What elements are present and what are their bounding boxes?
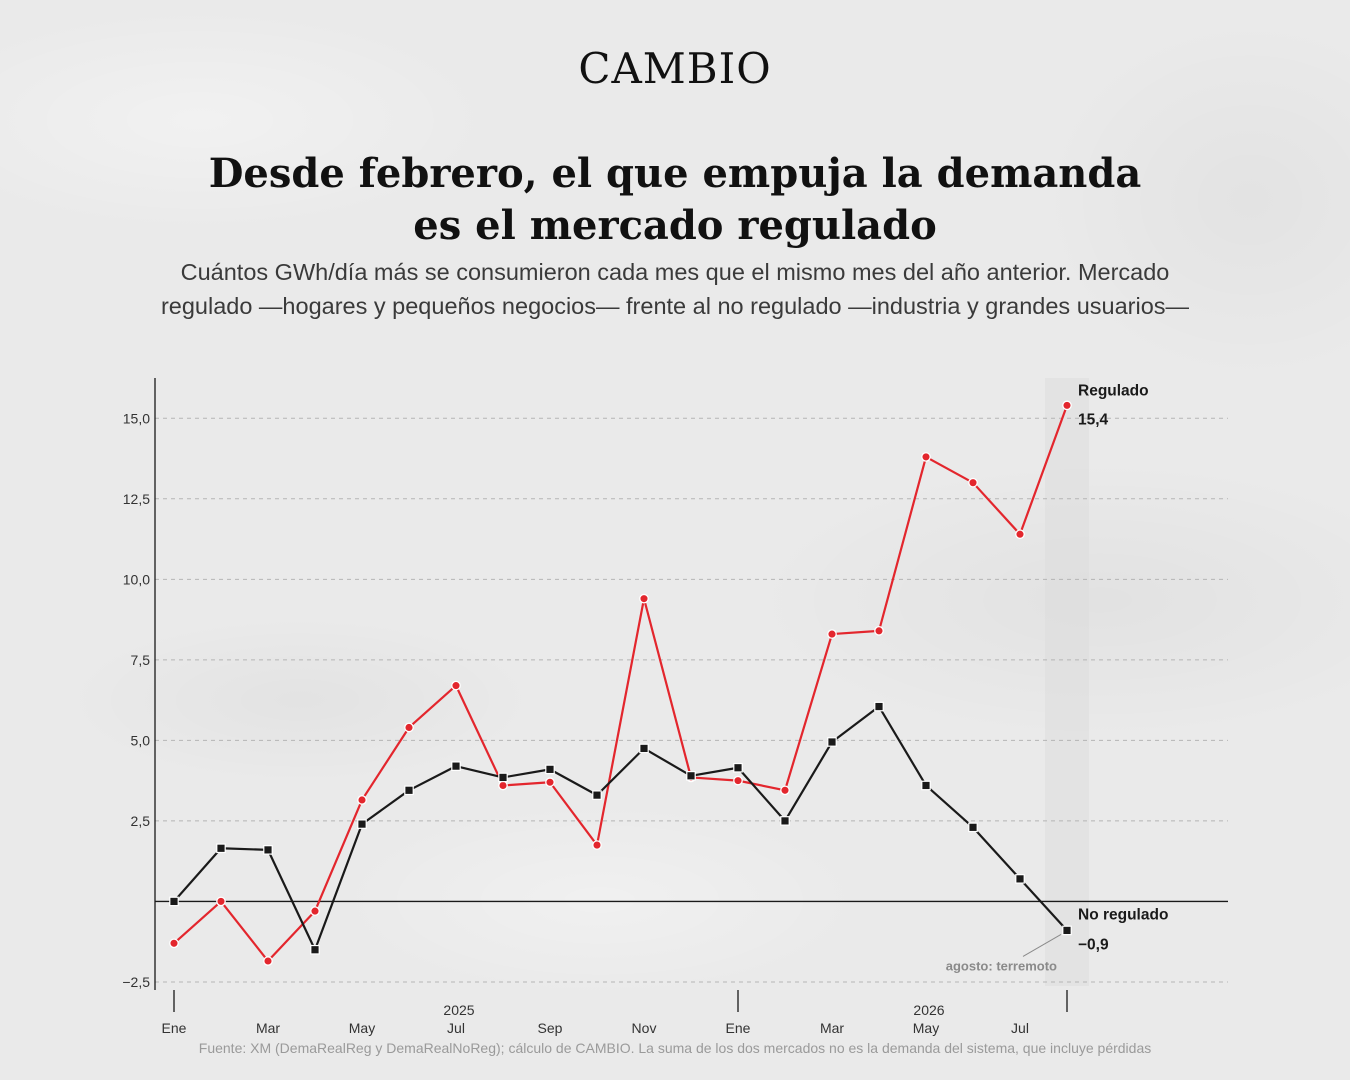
point-no-regulado — [733, 762, 743, 773]
point-regulado — [498, 780, 508, 791]
source-note: Fuente: XM (DemaRealReg y DemaRealNoReg)… — [198, 1040, 1152, 1056]
point-regulado — [1062, 400, 1072, 411]
point-no-regulado — [921, 780, 931, 791]
point-no-regulado — [169, 896, 179, 907]
point-regulado — [404, 722, 414, 733]
point-no-regulado — [451, 761, 461, 771]
chart-title-line2: es el mercado regulado — [413, 202, 937, 249]
x-tick-label: Ene — [162, 1020, 187, 1036]
point-regulado — [169, 938, 179, 949]
x-year-label: 2025 — [443, 1002, 474, 1018]
y-tick-label: 15,0 — [123, 410, 150, 426]
x-year-label: 2026 — [913, 1002, 944, 1018]
point-regulado — [216, 896, 226, 907]
grid-lines: −2,5 2,5 5,0 7,5 10,0 12,5 15,0 — [122, 410, 1228, 990]
point-regulado — [451, 680, 461, 691]
point-no-regulado — [404, 785, 414, 796]
chart-subtitle-line2: regulado —hogares y pequeños negocios— f… — [160, 293, 1190, 319]
y-tick-label: −2,5 — [122, 974, 150, 990]
point-no-regulado — [263, 845, 273, 855]
series-name-label-no-regulado: No regulado — [1078, 906, 1168, 923]
point-no-regulado — [310, 944, 320, 955]
x-tick-label: Jul — [447, 1020, 465, 1036]
point-no-regulado — [1062, 925, 1072, 936]
chart-labels: Regulado 15,4 No regulado −0,9 agosto: terre… — [946, 382, 1169, 973]
y-tick-label: 7,5 — [131, 652, 151, 668]
highlight-band-group — [1045, 378, 1089, 986]
point-regulado — [827, 629, 837, 639]
point-no-regulado — [874, 701, 884, 712]
x-tick-label: Ene — [726, 1020, 751, 1036]
x-tick-label: Sep — [538, 1020, 563, 1036]
point-no-regulado — [216, 843, 226, 854]
y-tick-label: 12,5 — [123, 491, 150, 507]
x-tick-label: May — [913, 1020, 939, 1036]
point-regulado — [780, 785, 790, 796]
end-value-label-no-regulado: −0,9 — [1078, 936, 1109, 953]
point-regulado — [921, 452, 931, 462]
chart-title-line1: Desde febrero, el que empuja la demanda — [208, 150, 1142, 197]
end-value-label-regulado: 15,4 — [1078, 411, 1109, 428]
point-regulado — [263, 956, 273, 966]
x-tick-label: Mar — [256, 1020, 280, 1036]
point-no-regulado — [545, 764, 555, 775]
point-no-regulado — [686, 770, 696, 781]
point-regulado — [357, 795, 367, 805]
point-regulado — [1015, 529, 1025, 540]
annotation-text: agosto: terremoto — [946, 958, 1057, 973]
series-lines — [173, 405, 1069, 963]
point-regulado — [592, 840, 602, 850]
point-no-regulado — [1015, 874, 1025, 884]
brand-logo: CAMBIO — [578, 44, 772, 93]
point-no-regulado — [968, 822, 978, 833]
series-markers — [169, 400, 1072, 966]
point-regulado — [968, 477, 978, 488]
chart-subtitle: Cuántos GWh/día más se consumieron cada … — [60, 255, 1290, 323]
point-regulado — [874, 626, 884, 636]
highlight-band — [1045, 378, 1089, 986]
series-name-label-regulado: Regulado — [1078, 382, 1149, 399]
point-no-regulado — [780, 816, 790, 826]
chart-title: Desde febrero, el que empuja la demanda … — [0, 148, 1350, 252]
chart-subtitle-line1: Cuántos GWh/día más se consumieron cada … — [180, 259, 1170, 285]
y-tick-label: 5,0 — [131, 732, 151, 748]
y-tick-label: 2,5 — [131, 813, 151, 829]
point-regulado — [545, 777, 555, 788]
x-tick-label: May — [349, 1020, 375, 1036]
y-tick-label: 10,0 — [123, 571, 150, 587]
x-tick-label: Nov — [632, 1020, 657, 1036]
x-tick-label: Mar — [820, 1020, 844, 1036]
point-no-regulado — [592, 790, 602, 800]
series-line-no-regulado — [173, 705, 1068, 951]
point-regulado — [310, 906, 320, 916]
point-no-regulado — [357, 819, 367, 829]
point-no-regulado — [498, 772, 508, 783]
axes: Ene Mar May Jul Sep Nov Ene Mar May Jul 2025 2026 — [154, 378, 1228, 1036]
annotation-leader-line — [1022, 933, 1062, 957]
point-no-regulado — [639, 743, 649, 754]
point-regulado — [733, 775, 743, 786]
series-line-regulado — [173, 405, 1069, 963]
x-tick-label: Jul — [1011, 1020, 1029, 1036]
point-regulado — [639, 593, 649, 604]
point-no-regulado — [827, 737, 837, 747]
